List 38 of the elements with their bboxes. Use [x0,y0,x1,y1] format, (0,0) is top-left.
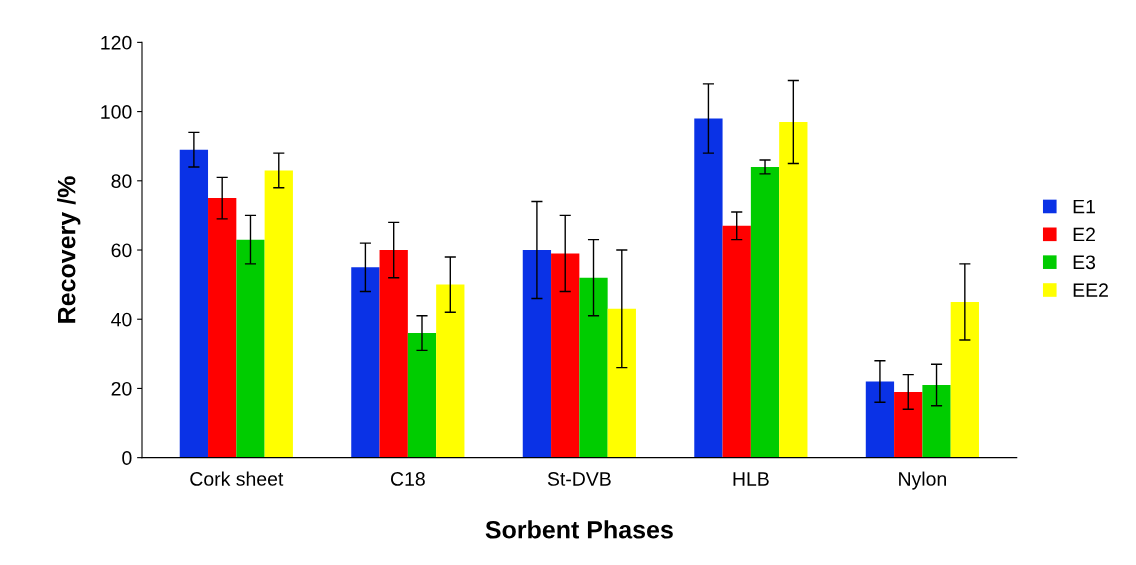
y-tick-label: 100 [101,105,132,119]
x-tick-label: HLB [733,472,769,486]
bar [865,381,895,458]
legend-label: EE2 [1073,283,1108,297]
bar [522,250,552,458]
bar [379,250,408,458]
bar [579,277,608,458]
bar [779,121,808,458]
bar [264,170,293,458]
y-tick-label: 80 [111,174,132,189]
y-tick-label: 60 [111,243,132,258]
y-tick-label: 40 [111,312,132,327]
y-tick-label: 120 [101,35,132,50]
x-tick-label: C18 [391,472,425,486]
bar [894,391,923,458]
bar [607,308,636,458]
bar [179,149,209,458]
bar [950,301,979,458]
bar [236,239,265,458]
x-tick-label: Nylon [899,471,946,490]
y-tick-label: 0 [122,451,132,465]
legend-label: E3 [1073,255,1096,270]
bar [407,333,437,458]
bar [436,284,465,458]
bar [922,384,951,458]
legend-label: E2 [1073,227,1095,242]
bar [351,267,380,458]
x-tick-label: Cork sheet [190,471,284,486]
bar [694,118,723,458]
x-tick-label: St-DVB [547,472,611,486]
y-axis-title: Recovery /% [57,176,81,323]
y-tick-label: 20 [111,381,132,396]
x-axis-title: Sorbent Phases [485,520,673,539]
bar [722,225,751,458]
bar [551,253,580,458]
bar [208,198,237,458]
bar [750,166,780,458]
legend-label: E1 [1073,199,1095,214]
